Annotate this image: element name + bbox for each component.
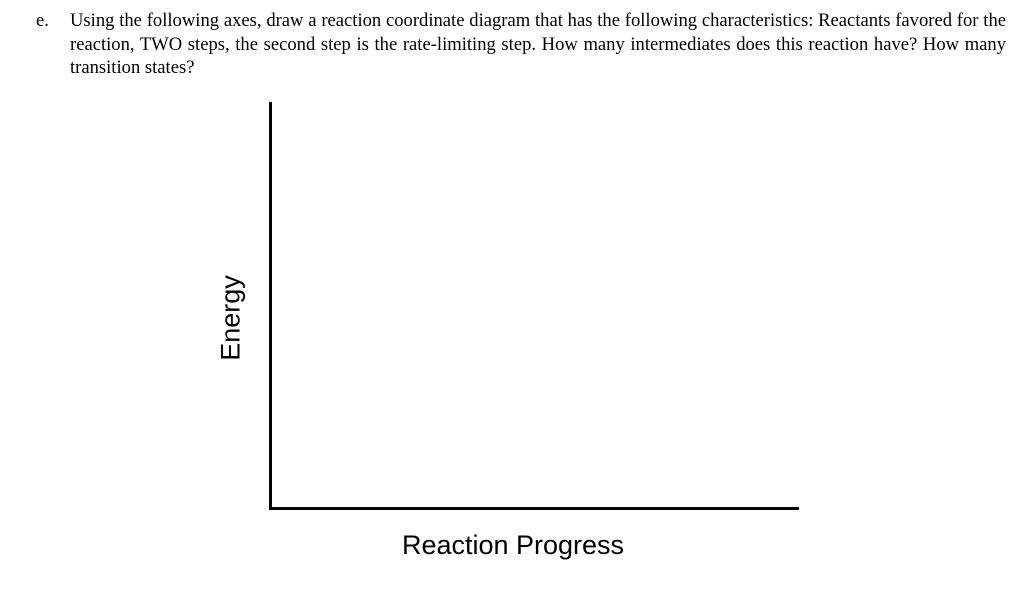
x-axis-label: Reaction Progress	[401, 530, 625, 560]
y-axis-label: Energy	[215, 275, 246, 361]
question-block: e. Using the following axes, draw a reac…	[36, 9, 1006, 80]
question-label: e.	[36, 10, 49, 31]
question-text: Using the following axes, draw a reactio…	[70, 10, 1006, 78]
